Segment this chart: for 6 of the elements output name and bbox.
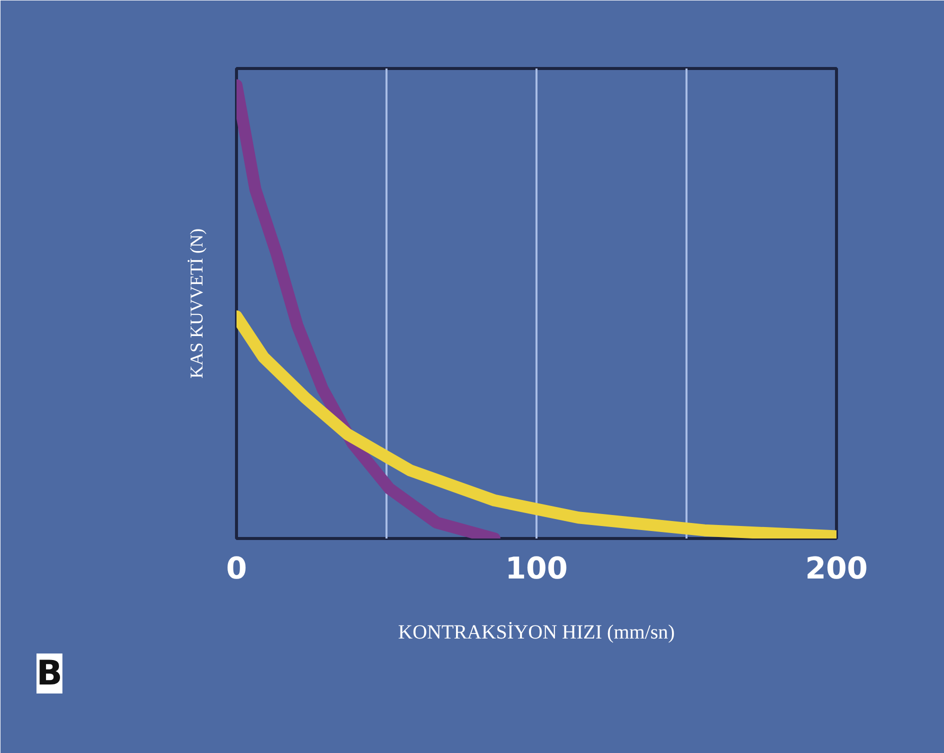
text: B bbox=[36, 654, 62, 694]
x-tick-label: 0 bbox=[226, 552, 247, 586]
x-tick-label: 100 bbox=[505, 552, 568, 586]
y-axis-title: KAS KUVVETİ (N) bbox=[186, 228, 206, 378]
x-tick-label: 200 bbox=[805, 552, 868, 586]
x-axis-title: KONTRAKSİYON HIZI (mm/sn) bbox=[398, 622, 675, 644]
